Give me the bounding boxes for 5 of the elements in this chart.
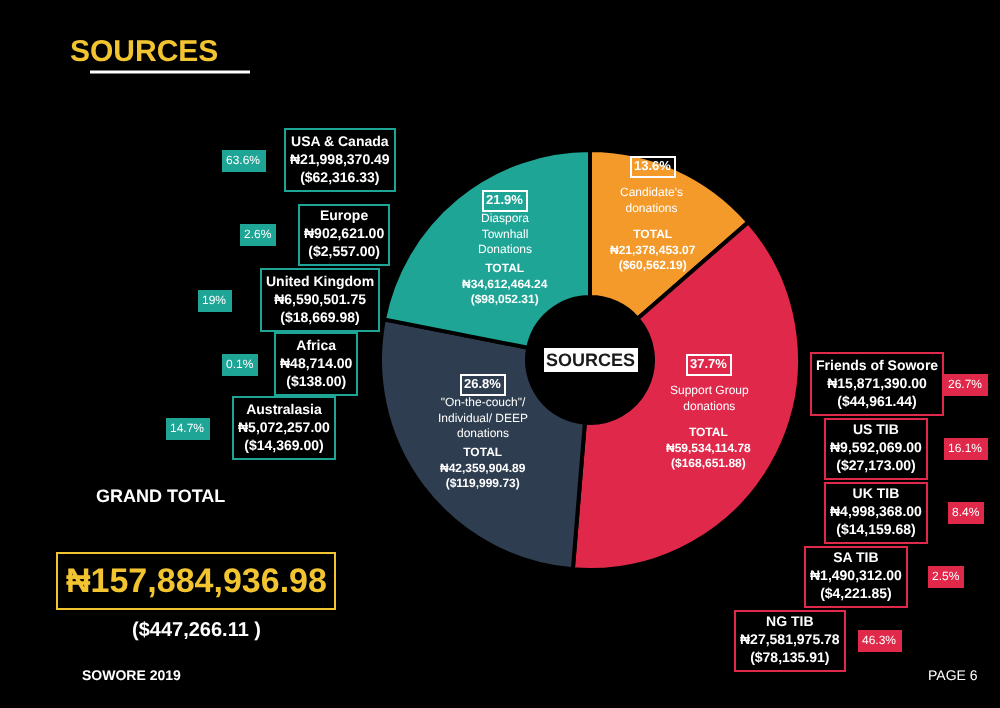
chart-title: SOURCES [70, 34, 219, 69]
text: ₦157,884,936.98 [66, 562, 327, 600]
text: ($447,266.11 ) [132, 620, 261, 642]
text: GRAND TOTAL [96, 486, 227, 506]
text: SOURCES [546, 350, 636, 370]
